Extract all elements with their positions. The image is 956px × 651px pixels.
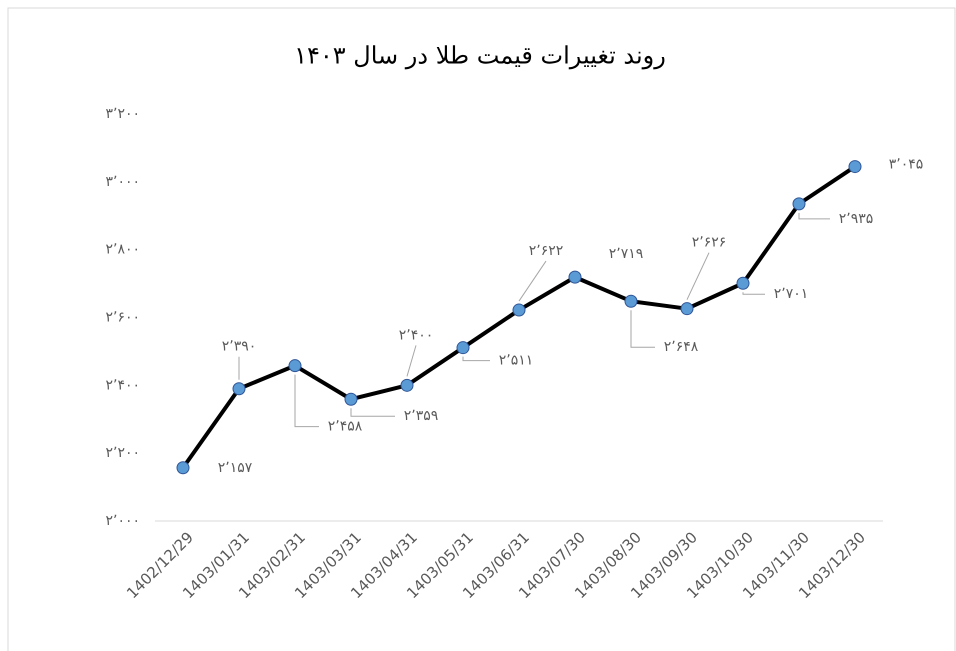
y-tick-label: ۲٬۴۰۰ bbox=[105, 377, 140, 393]
marker bbox=[176, 461, 190, 475]
data-label: ۲٬۵۱۱ bbox=[499, 353, 534, 369]
marker bbox=[288, 359, 302, 373]
data-label: ۲٬۱۵۷ bbox=[218, 460, 253, 476]
y-tick-label: ۳٬۲۰۰ bbox=[105, 106, 140, 122]
marker bbox=[848, 160, 862, 174]
data-label: ۲٬۶۲۲ bbox=[529, 243, 564, 259]
series-line bbox=[181, 164, 857, 469]
leader-line bbox=[798, 212, 830, 220]
data-label: ۲٬۶۴۸ bbox=[664, 339, 699, 355]
marker bbox=[624, 294, 638, 308]
leader-line bbox=[294, 374, 319, 428]
data-label: ۲٬۴۰۰ bbox=[399, 327, 434, 343]
marker bbox=[568, 270, 582, 284]
data-label: ۲٬۹۳۵ bbox=[839, 211, 874, 227]
marker bbox=[456, 341, 470, 355]
marker bbox=[792, 197, 806, 211]
marker bbox=[344, 392, 358, 406]
y-tick-label: ۲٬۸۰۰ bbox=[105, 242, 140, 258]
data-label: ۲٬۴۵۸ bbox=[328, 419, 363, 435]
data-label: ۲٬۳۵۹ bbox=[404, 408, 439, 424]
marker bbox=[232, 382, 246, 396]
leader-line bbox=[630, 310, 655, 348]
leader-line bbox=[350, 408, 395, 417]
data-label: ۲٬۷۱۹ bbox=[609, 246, 644, 262]
data-label: ۲٬۳۹۰ bbox=[222, 339, 257, 355]
y-tick-label: ۳٬۰۰۰ bbox=[105, 174, 140, 190]
leader-line bbox=[742, 292, 765, 295]
leader-line bbox=[462, 356, 490, 362]
leader-line bbox=[686, 252, 710, 300]
y-tick-label: ۲٬۲۰۰ bbox=[105, 445, 140, 461]
leader-line bbox=[518, 260, 547, 302]
marker bbox=[400, 378, 414, 392]
marker bbox=[736, 276, 750, 290]
leader-line bbox=[406, 345, 417, 377]
y-tick-label: ۲٬۶۰۰ bbox=[105, 310, 140, 326]
y-tick-label: ۲٬۰۰۰ bbox=[105, 513, 140, 529]
data-label: ۲٬۶۲۶ bbox=[692, 235, 727, 251]
marker bbox=[512, 303, 526, 317]
chart-frame bbox=[7, 7, 956, 651]
data-label: ۲٬۷۰۱ bbox=[774, 286, 809, 302]
marker bbox=[680, 302, 694, 316]
data-label: ۳٬۰۴۵ bbox=[889, 157, 924, 173]
chart-title: روند تغییرات قیمت طلا در سال ۱۴۰۳ bbox=[294, 42, 666, 70]
